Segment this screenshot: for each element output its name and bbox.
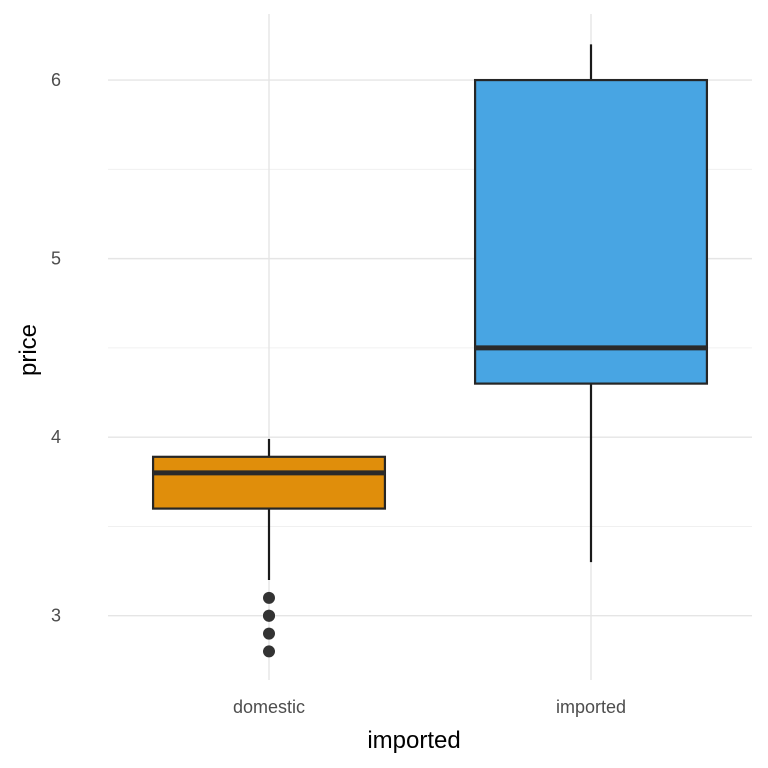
- box-domestic: [151, 438, 387, 658]
- iqr-box: [151, 455, 387, 510]
- x-tick-label: domestic: [233, 697, 305, 717]
- y-tick-label: 6: [51, 70, 61, 90]
- y-tick-label: 5: [51, 249, 61, 269]
- x-tick-label: imported: [556, 697, 626, 717]
- outlier-point: [263, 627, 275, 640]
- y-tick-label: 3: [51, 606, 61, 626]
- iqr-box: [473, 78, 709, 385]
- y-axis-title: price: [15, 324, 42, 376]
- y-tick-label: 4: [51, 427, 61, 447]
- tick-labels: 3 4 5 6 domestic imported: [51, 70, 626, 717]
- boxes: [151, 44, 709, 658]
- outlier-point: [263, 591, 275, 604]
- outlier-point: [263, 645, 275, 658]
- outlier-point: [263, 609, 275, 622]
- x-axis-title: imported: [367, 727, 460, 754]
- box-imported: [473, 44, 709, 563]
